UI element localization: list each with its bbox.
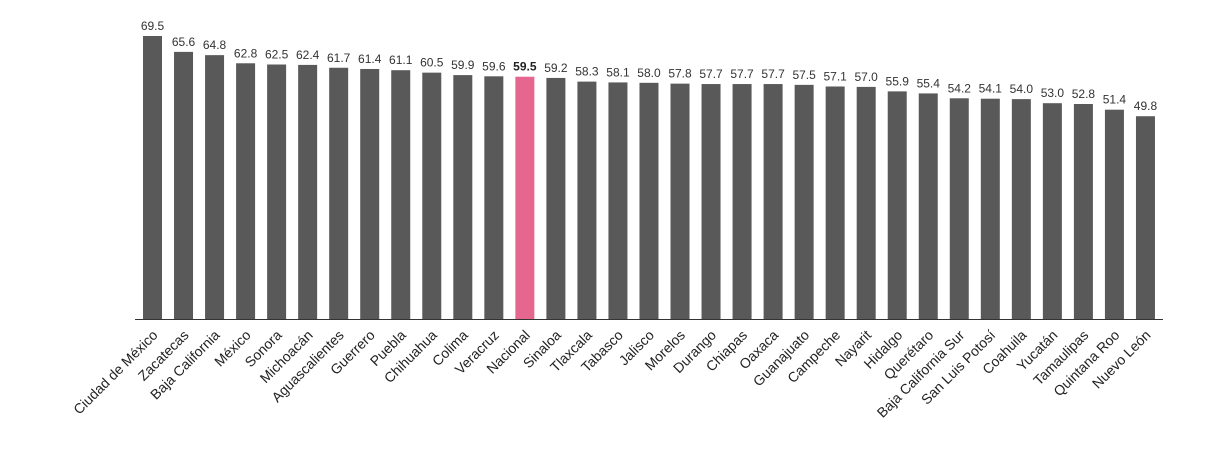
bar-michoacan — [298, 64, 318, 319]
value-label-hidalgo: 55.9 — [886, 74, 910, 88]
value-label-aguascalientes: 61.7 — [327, 51, 351, 65]
bar-tlaxcala — [577, 81, 597, 319]
bar-jalisco — [639, 82, 659, 319]
value-label-tamaulipas: 52.8 — [1072, 87, 1096, 101]
bars-group — [143, 36, 1155, 320]
value-label-yucatan: 53.0 — [1041, 86, 1065, 100]
bar-guerrero — [360, 68, 380, 319]
value-label-colima: 59.9 — [451, 58, 475, 72]
bar-baja-california-sur — [949, 98, 969, 319]
value-label-zacatecas: 65.6 — [172, 35, 196, 49]
value-label-chiapas: 57.7 — [730, 67, 754, 81]
bar-tabasco — [608, 82, 628, 319]
value-label-coahuila: 54.0 — [1010, 82, 1034, 96]
bar-tamaulipas — [1073, 104, 1093, 319]
bar-veracruz — [484, 76, 504, 319]
bar-colima — [453, 75, 473, 319]
bar-coahuila — [1011, 99, 1031, 320]
bar-durango — [701, 84, 721, 319]
value-label-guerrero: 61.4 — [358, 52, 382, 66]
value-label-guanajuato: 57.5 — [792, 68, 816, 82]
value-label-nacional: 59.5 — [513, 60, 537, 74]
value-labels-group: 69.5 65.6 64.8 62.8 62.5 62.4 61.7 61.4 61.1 60.5… — [141, 19, 1158, 113]
bar-ciudad-de-mexico — [143, 36, 162, 319]
value-label-veracruz: 59.6 — [482, 59, 506, 73]
bar-mexico — [236, 63, 256, 319]
value-label-baja-california: 64.8 — [203, 38, 227, 52]
bar-chihuahua — [422, 72, 442, 320]
value-label-chihuahua: 60.5 — [420, 56, 444, 70]
value-label-durango: 57.7 — [699, 67, 723, 81]
value-label-morelos: 57.8 — [668, 67, 692, 81]
value-label-campeche: 57.1 — [823, 69, 847, 83]
value-label-nayarit: 57.0 — [855, 70, 879, 84]
bar-sinaloa — [546, 77, 566, 319]
bar-baja-california — [205, 55, 225, 319]
bar-san-luis-potosi — [980, 98, 1000, 320]
bar-nayarit — [856, 86, 876, 320]
bar-oaxaca — [763, 84, 783, 319]
bar-quintana-roo — [1104, 109, 1124, 319]
bar-yucatan — [1042, 103, 1062, 319]
value-label-jalisco: 58.0 — [637, 66, 661, 80]
bar-queretaro — [918, 93, 938, 319]
value-label-sinaloa: 59.2 — [544, 61, 568, 75]
bar-campeche — [825, 86, 845, 320]
bar-zacatecas — [174, 51, 194, 319]
value-label-queretaro: 55.4 — [917, 76, 941, 90]
value-label-mexico: 62.8 — [234, 46, 258, 60]
value-label-quintana-roo: 51.4 — [1103, 93, 1127, 107]
value-label-baja-california-sur: 54.2 — [948, 81, 972, 95]
bar-guanajuato — [794, 84, 814, 319]
value-label-oaxaca: 57.7 — [761, 67, 785, 81]
bar-chiapas — [732, 84, 752, 319]
bar-nuevo-leon — [1135, 116, 1155, 319]
value-label-ciudad-de-mexico: 69.5 — [141, 19, 165, 33]
value-label-puebla: 61.1 — [389, 53, 413, 67]
bar-puebla — [391, 70, 411, 319]
value-label-nuevo-leon: 49.8 — [1134, 99, 1158, 113]
bar-aguascalientes — [329, 67, 349, 319]
value-label-sonora: 62.5 — [265, 48, 289, 62]
bar-morelos — [670, 83, 690, 319]
bar-hidalgo — [887, 91, 907, 319]
bar-nacional — [515, 76, 535, 319]
value-label-san-luis-potosi: 54.1 — [979, 82, 1003, 96]
value-label-tabasco: 58.1 — [606, 65, 630, 79]
bar-sonora — [267, 64, 287, 319]
value-label-tlaxcala: 58.3 — [575, 65, 599, 79]
value-label-michoacan: 62.4 — [296, 48, 320, 62]
